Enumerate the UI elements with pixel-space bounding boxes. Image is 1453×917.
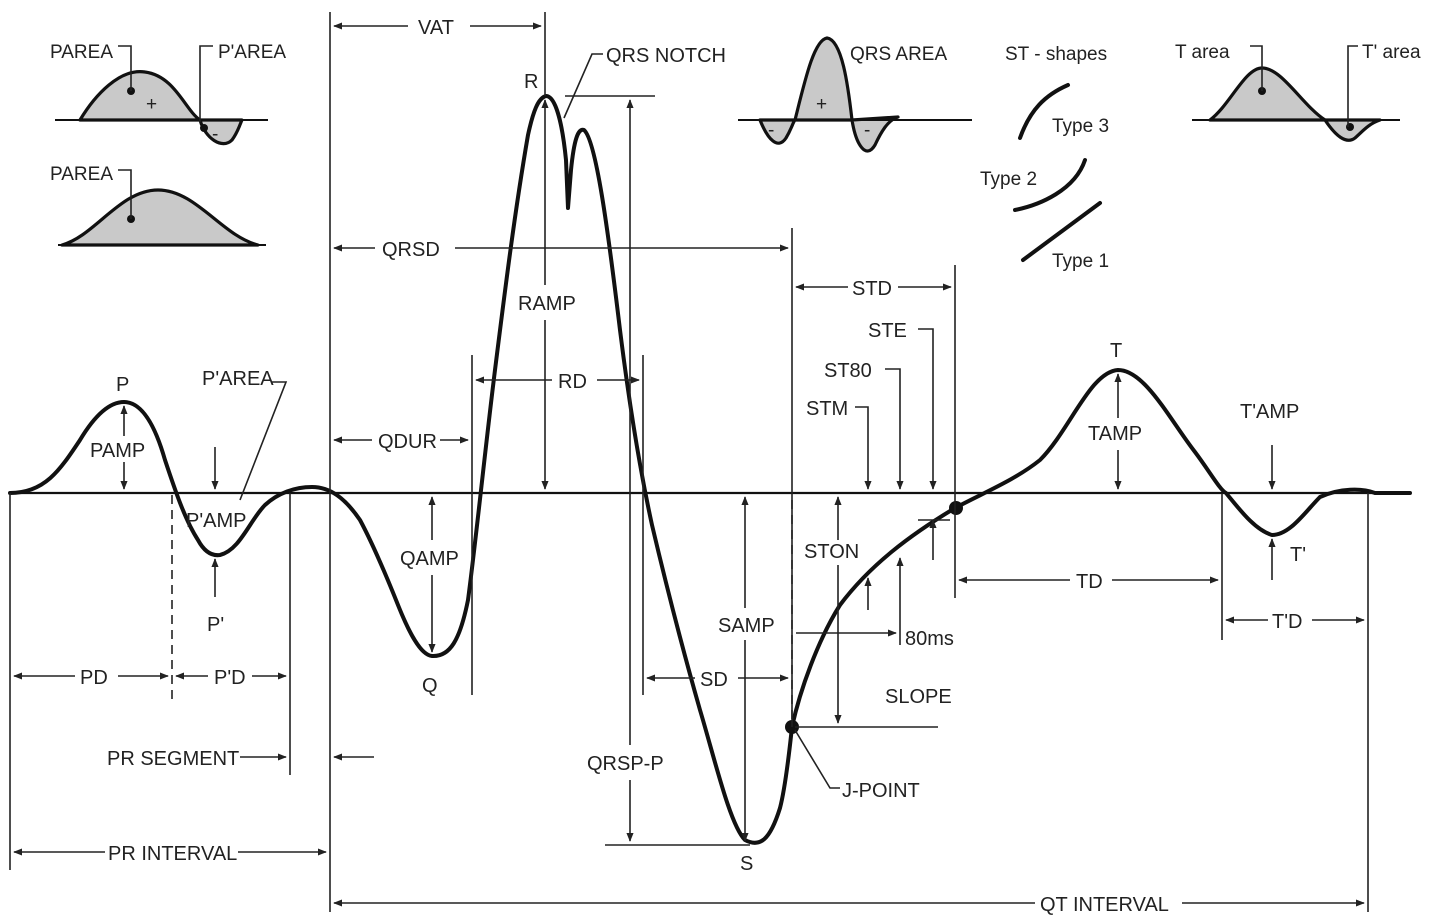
s-duration-label: SD: [700, 669, 728, 691]
r-duration-label: RD: [558, 371, 587, 393]
p-prime-duration-label: P'D: [214, 667, 246, 689]
plus-sign: +: [146, 94, 157, 115]
pr-interval-label: PR INTERVAL: [108, 843, 237, 865]
p-amplitude-label: PAMP: [90, 440, 145, 462]
st-onset-label: STON: [804, 541, 859, 563]
minus-sign: -: [212, 124, 218, 145]
qrs-peak-to-peak-label: QRSP-P: [587, 753, 664, 775]
plus-sign: +: [816, 94, 827, 115]
qrs-duration-label: QRSD: [382, 239, 440, 261]
qrs-notch-label: QRS NOTCH: [606, 45, 726, 67]
vat-label: VAT: [418, 17, 454, 39]
p-label: P: [116, 374, 129, 396]
p-prime-area-label-main: P'AREA: [202, 368, 274, 390]
p-duration-label: PD: [80, 667, 108, 689]
p-area-inset-biphasic: + - PAREA P'AREA: [50, 42, 286, 146]
pr-segment-label: PR SEGMENT: [107, 748, 239, 770]
st-end-dot: [949, 501, 963, 515]
st-duration-label: STD: [852, 278, 892, 300]
t-prime-duration-label: T'D: [1272, 611, 1302, 633]
t-area-inset: T area T' area: [1175, 42, 1421, 142]
t-area-label: T area: [1175, 42, 1230, 63]
type-1-label: Type 1: [1052, 251, 1109, 272]
r-amplitude-label: RAMP: [518, 293, 576, 315]
type-3-label: Type 3: [1052, 116, 1109, 137]
t-prime-area-label: T' area: [1362, 42, 1421, 63]
s-amplitude-label: SAMP: [718, 615, 775, 637]
t-label: T: [1110, 340, 1122, 362]
t-amplitude-label: TAMP: [1088, 423, 1142, 445]
p-prime-area-label: P'AREA: [218, 42, 286, 63]
p-area-label: PAREA: [50, 42, 113, 63]
st-shapes-label: ST - shapes: [1005, 44, 1107, 65]
q-label: Q: [422, 675, 438, 697]
s-label: S: [740, 853, 753, 875]
st80-label: ST80: [824, 360, 872, 382]
st-mid-label: STM: [806, 398, 848, 420]
t-duration-label: TD: [1076, 571, 1103, 593]
qrs-area-inset: + - - QRS AREA: [738, 36, 972, 153]
p-area-inset-monophasic: PAREA: [50, 164, 266, 247]
q-amplitude-label: QAMP: [400, 548, 459, 570]
q-duration-label: QDUR: [378, 431, 437, 453]
minus-sign: -: [768, 120, 774, 141]
t-prime-amplitude-label: T'AMP: [1240, 401, 1299, 423]
p-prime-amplitude-label: P'AMP: [186, 510, 247, 532]
j-point-label: J-POINT: [842, 780, 920, 802]
ecg-waveform: [8, 94, 1412, 845]
minus-sign: -: [864, 120, 870, 141]
80ms-label: 80ms: [905, 628, 954, 650]
r-label: R: [524, 71, 538, 93]
slope-label: SLOPE: [885, 686, 952, 708]
qrs-area-label: QRS AREA: [850, 44, 947, 65]
type-2-label: Type 2: [980, 169, 1037, 190]
st-end-label: STE: [868, 320, 907, 342]
t-prime-label: T': [1290, 544, 1306, 566]
p-area-label-2: PAREA: [50, 164, 113, 185]
st-shapes-inset: ST - shapes Type 3 Type 2 Type 1: [980, 44, 1109, 272]
qt-interval-label: QT INTERVAL: [1040, 894, 1169, 916]
p-prime-label: P': [207, 614, 224, 636]
